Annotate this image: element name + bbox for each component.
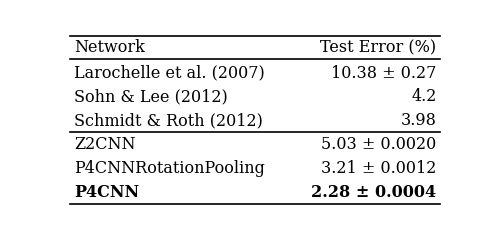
Text: 4.2: 4.2 (411, 88, 437, 105)
Text: 10.38 ± 0.27: 10.38 ± 0.27 (331, 65, 437, 82)
Text: 3.98: 3.98 (401, 112, 437, 129)
Text: Larochelle et al. (2007): Larochelle et al. (2007) (74, 65, 264, 82)
Text: Z2CNN: Z2CNN (74, 136, 135, 153)
Text: Sohn & Lee (2012): Sohn & Lee (2012) (74, 88, 228, 105)
Text: Network: Network (74, 39, 145, 56)
Text: Schmidt & Roth (2012): Schmidt & Roth (2012) (74, 112, 263, 129)
Text: 5.03 ± 0.0020: 5.03 ± 0.0020 (321, 136, 437, 153)
Text: P4CNNRotationPooling: P4CNNRotationPooling (74, 160, 265, 177)
Text: 3.21 ± 0.0012: 3.21 ± 0.0012 (321, 160, 437, 177)
Text: 2.28 ± 0.0004: 2.28 ± 0.0004 (311, 184, 437, 201)
Text: Test Error (%): Test Error (%) (321, 39, 437, 56)
Text: P4CNN: P4CNN (74, 184, 139, 201)
